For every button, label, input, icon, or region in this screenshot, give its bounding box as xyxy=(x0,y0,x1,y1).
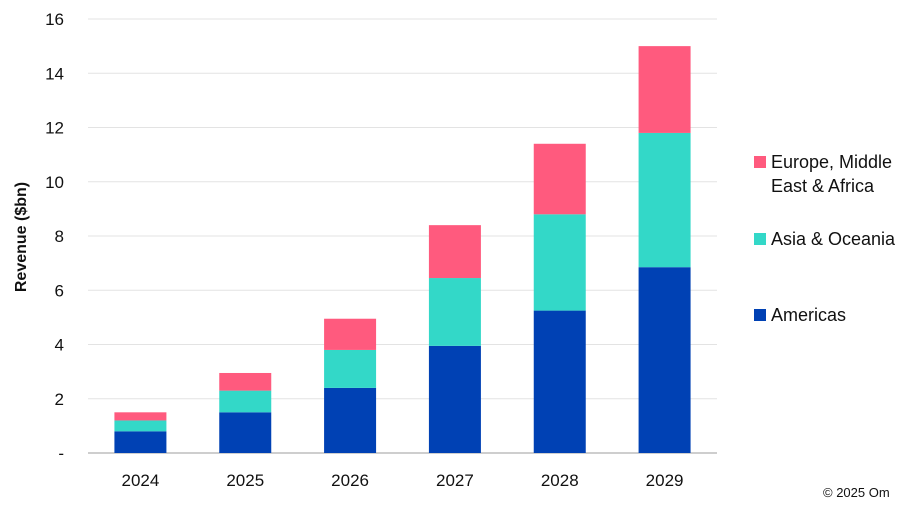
y-tick-label: 6 xyxy=(55,281,64,300)
x-tick-label: 2028 xyxy=(541,471,579,490)
bar-asia-oceania-2024 xyxy=(114,420,167,432)
legend-label-europe-middle-east-africa: East & Africa xyxy=(771,176,875,196)
bar-americas-2029 xyxy=(638,267,691,453)
bar-americas-2026 xyxy=(324,387,377,453)
legend: Europe, Middle East & Africa Asia & Oceani… xyxy=(754,152,896,325)
y-tick-label: 14 xyxy=(45,64,64,83)
bar-europe-middle-east-africa-2029 xyxy=(638,46,691,133)
bar-americas-2024 xyxy=(114,431,167,453)
legend-label-americas: Americas xyxy=(771,305,846,325)
y-axis-ticks: - 2 4 6 8 10 12 14 16 xyxy=(45,10,64,463)
y-tick-label: 12 xyxy=(45,119,64,138)
legend-label-europe-middle-east-africa: Europe, Middle xyxy=(771,152,892,172)
x-tick-label: 2029 xyxy=(646,471,684,490)
bar-europe-middle-east-africa-2027 xyxy=(428,225,481,279)
bar-americas-2027 xyxy=(428,345,481,453)
x-tick-label: 2026 xyxy=(331,471,369,490)
bars xyxy=(114,46,691,453)
y-tick-label: 2 xyxy=(55,390,64,409)
grid-lines xyxy=(88,18,717,454)
y-tick-label: 16 xyxy=(45,10,64,29)
legend-label-asia-oceania: Asia & Oceania xyxy=(771,229,896,249)
bar-asia-oceania-2029 xyxy=(638,132,691,268)
bar-asia-oceania-2028 xyxy=(533,214,586,311)
bar-asia-oceania-2026 xyxy=(324,349,377,388)
y-axis-title: Revenue ($bn) xyxy=(13,182,30,292)
y-tick-label: 8 xyxy=(55,227,64,246)
copyright-text: © 2025 Om xyxy=(823,485,890,500)
y-tick-label: 10 xyxy=(45,173,64,192)
bar-asia-oceania-2027 xyxy=(428,278,481,346)
x-tick-label: 2024 xyxy=(122,471,160,490)
legend-swatch-americas xyxy=(754,309,766,321)
bar-europe-middle-east-africa-2025 xyxy=(219,372,272,391)
bar-europe-middle-east-africa-2028 xyxy=(533,143,586,215)
x-tick-label: 2025 xyxy=(226,471,264,490)
y-tick-label: - xyxy=(58,444,64,463)
legend-swatch-asia-oceania xyxy=(754,233,766,245)
x-axis-ticks: 2024 2025 2026 2027 2028 2029 xyxy=(122,471,684,490)
x-tick-label: 2027 xyxy=(436,471,474,490)
y-tick-label: 4 xyxy=(55,336,64,355)
legend-swatch-europe-middle-east-africa xyxy=(754,156,766,168)
bar-europe-middle-east-africa-2026 xyxy=(324,318,377,350)
bar-americas-2028 xyxy=(533,310,586,453)
bar-americas-2025 xyxy=(219,412,272,453)
bar-europe-middle-east-africa-2024 xyxy=(114,412,167,421)
bar-asia-oceania-2025 xyxy=(219,390,272,413)
